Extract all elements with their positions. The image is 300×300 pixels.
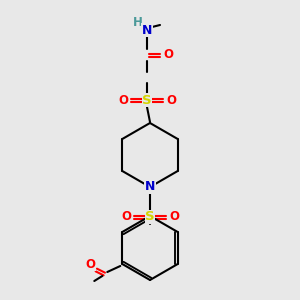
Text: O: O	[169, 211, 179, 224]
Text: O: O	[121, 211, 131, 224]
Text: S: S	[142, 94, 152, 106]
Text: O: O	[85, 257, 95, 271]
Text: O: O	[163, 49, 173, 62]
Text: O: O	[118, 94, 128, 106]
Text: N: N	[145, 181, 155, 194]
Text: H: H	[133, 16, 143, 28]
Text: O: O	[166, 94, 176, 106]
Text: S: S	[145, 211, 155, 224]
Text: N: N	[142, 23, 152, 37]
